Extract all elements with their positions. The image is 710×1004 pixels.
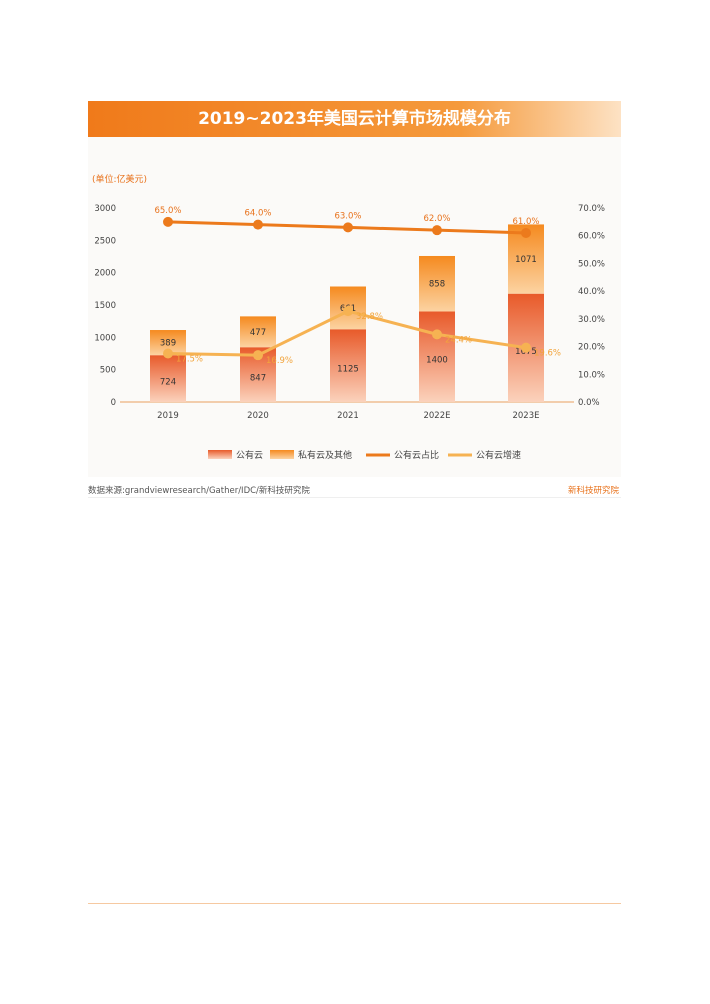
right-tick-label: 50.0%	[578, 259, 605, 269]
bar-private-label: 477	[250, 328, 266, 338]
bar-public-label: 1125	[337, 365, 359, 375]
legend-swatch-private	[270, 450, 294, 459]
left-tick-label: 0	[111, 398, 116, 408]
growth-line-label: 19.6%	[534, 349, 561, 359]
right-tick-label: 40.0%	[578, 287, 605, 297]
growth-line: 17.5% 16.9% 32.8% 24.4% 19.6%	[163, 306, 561, 366]
bar-public-label: 724	[160, 378, 176, 388]
share-line-label: 63.0%	[334, 211, 361, 221]
x-tick-label: 2020	[247, 411, 269, 421]
x-tick-label: 2021	[337, 411, 359, 421]
left-tick-label: 2000	[94, 269, 116, 279]
growth-line-point	[343, 306, 353, 317]
right-tick-label: 10.0%	[578, 370, 605, 380]
bar-private-label: 858	[429, 280, 445, 290]
share-line-point	[343, 222, 353, 233]
growth-line-label: 32.8%	[356, 312, 383, 322]
legend-label-share: 公有云占比	[394, 449, 439, 461]
bar-private-label: 1071	[515, 255, 537, 265]
combo-chart: (单位:亿美元) 0 500 1000 1500 2000 2500 3000 0.0% 10…	[92, 173, 605, 461]
page-bottom-divider	[88, 903, 621, 904]
x-tick-label: 2023E	[512, 411, 539, 421]
left-tick-label: 3000	[94, 204, 116, 214]
legend: 公有云 私有云及其他 公有云占比 公有云增速	[208, 449, 521, 461]
growth-line-point	[521, 342, 531, 353]
share-line-label: 62.0%	[423, 214, 450, 224]
right-tick-label: 30.0%	[578, 315, 605, 325]
share-line-point	[253, 219, 263, 230]
share-line-point	[432, 225, 442, 236]
share-line-label: 65.0%	[154, 206, 181, 216]
growth-line-point	[253, 350, 263, 361]
bar-public-cloud	[330, 329, 366, 402]
growth-line-label: 16.9%	[266, 356, 293, 366]
bar-public-cloud	[419, 311, 455, 402]
bar-public-label: 1400	[426, 356, 448, 366]
bar-private-cloud	[240, 316, 276, 348]
left-tick-label: 1500	[94, 301, 116, 311]
chart-title: 2019~2023年美国云计算市场规模分布	[198, 109, 511, 129]
legend-label-public: 公有云	[236, 449, 263, 461]
bar-public-label: 847	[250, 374, 266, 384]
right-tick-label: 20.0%	[578, 343, 605, 353]
x-tick-label: 2022E	[423, 411, 450, 421]
right-tick-label: 70.0%	[578, 204, 605, 214]
share-line-label: 61.0%	[512, 217, 539, 227]
legend-label-private: 私有云及其他	[298, 449, 352, 461]
left-axis: 0 500 1000 1500 2000 2500 3000	[94, 204, 116, 408]
x-axis-ticks: 2019 2020 2021 2022E 2023E	[157, 411, 539, 421]
right-axis: 0.0% 10.0% 20.0% 30.0% 40.0% 50.0% 60.0% 70.0%	[578, 204, 605, 408]
share-line-point	[521, 227, 531, 238]
bar-private-cloud	[419, 255, 455, 312]
growth-line-label: 24.4%	[445, 335, 472, 345]
x-tick-label: 2019	[157, 411, 179, 421]
left-tick-label: 2500	[94, 236, 116, 246]
bar-private-label: 389	[160, 339, 176, 349]
bars: 7243898474771125661140085816751071	[150, 224, 544, 402]
growth-line-point	[432, 329, 442, 340]
growth-line-label: 17.5%	[176, 355, 203, 365]
growth-line-point	[163, 348, 173, 359]
title-banner: 2019~2023年美国云计算市场规模分布	[88, 101, 621, 137]
bar-public-cloud	[150, 355, 186, 402]
footer-divider	[88, 497, 621, 498]
share-line-label: 64.0%	[244, 209, 271, 219]
share-line: 65.0% 64.0% 63.0% 62.0% 61.0%	[154, 206, 540, 238]
share-line-point	[163, 216, 173, 227]
legend-label-growth: 公有云增速	[476, 449, 521, 461]
legend-swatch-public	[208, 450, 232, 459]
left-tick-label: 1000	[94, 333, 116, 343]
source-note: 数据来源:grandviewresearch/Gather/IDC/新科技研究院	[88, 486, 310, 496]
unit-label: (单位:亿美元)	[92, 173, 147, 185]
right-tick-label: 0.0%	[578, 398, 600, 408]
brand-label: 新科技研究院	[567, 486, 619, 496]
right-tick-label: 60.0%	[578, 232, 605, 242]
left-tick-label: 500	[100, 366, 116, 376]
